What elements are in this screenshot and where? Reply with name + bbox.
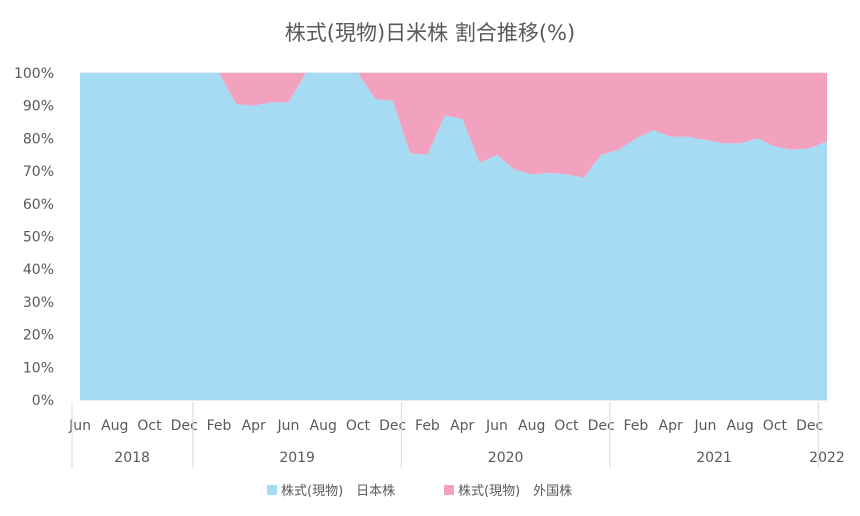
y-tick-label: 70% bbox=[23, 164, 54, 180]
x-tick-label: Aug bbox=[310, 418, 337, 434]
x-tick-label: Feb bbox=[415, 418, 440, 434]
x-tick-label: Feb bbox=[624, 418, 649, 434]
x-axis: Jun Aug Oct Dec Feb Apr Jun Aug Oct Dec Feb Apr Jun A… bbox=[68, 402, 845, 468]
x-year-label: 2018 bbox=[114, 450, 150, 466]
legend-label-japan: 株式(現物) 日本株 bbox=[281, 484, 395, 499]
y-tick-label: 90% bbox=[23, 99, 54, 115]
y-tick-label: 40% bbox=[23, 262, 54, 278]
x-tick-label: Apr bbox=[450, 418, 474, 434]
area-series-foreign bbox=[80, 73, 827, 178]
x-year-label: 2020 bbox=[488, 450, 524, 466]
x-tick-label: Jun bbox=[693, 418, 716, 434]
x-year-label: 2019 bbox=[279, 450, 315, 466]
x-tick-label: Oct bbox=[763, 418, 788, 434]
x-tick-label: Oct bbox=[346, 418, 371, 434]
y-tick-label: 100% bbox=[14, 66, 54, 82]
x-tick-label: Jun bbox=[277, 418, 300, 434]
y-tick-label: 30% bbox=[23, 295, 54, 311]
x-tick-label: Oct bbox=[554, 418, 579, 434]
x-tick-label: Dec bbox=[379, 418, 406, 434]
x-tick-label: Aug bbox=[726, 418, 753, 434]
legend: 株式(現物) 日本株 株式(現物) 外国株 bbox=[267, 484, 572, 499]
x-tick-label: Dec bbox=[171, 418, 198, 434]
y-tick-label: 20% bbox=[23, 328, 54, 344]
legend-label-foreign: 株式(現物) 外国株 bbox=[458, 484, 572, 499]
x-tick-label: Jun bbox=[68, 418, 91, 434]
x-tick-label: Aug bbox=[518, 418, 545, 434]
y-axis: 0% 10% 20% 30% 40% 50% 60% 70% 80% 90% 100% bbox=[14, 66, 54, 409]
y-tick-label: 0% bbox=[32, 393, 54, 409]
x-tick-label: Apr bbox=[242, 418, 266, 434]
legend-item-japan: 株式(現物) 日本株 bbox=[267, 484, 395, 499]
chart-title: 株式(現物)日米株 割合推移(%) bbox=[285, 21, 575, 45]
legend-item-foreign: 株式(現物) 外国株 bbox=[444, 484, 572, 499]
x-year-label: 2021 bbox=[696, 450, 732, 466]
area-series-japan bbox=[80, 73, 827, 400]
x-tick-label: Oct bbox=[137, 418, 162, 434]
legend-swatch-foreign bbox=[444, 485, 454, 495]
y-tick-label: 50% bbox=[23, 230, 54, 246]
area-layer bbox=[80, 73, 827, 400]
x-tick-label: Jun bbox=[485, 418, 508, 434]
x-tick-label: Feb bbox=[207, 418, 232, 434]
y-tick-label: 80% bbox=[23, 131, 54, 147]
x-tick-label: Apr bbox=[659, 418, 683, 434]
x-year-label: 2022 bbox=[809, 450, 845, 466]
y-tick-label: 60% bbox=[23, 197, 54, 213]
x-tick-label: Dec bbox=[588, 418, 615, 434]
x-tick-label: Dec bbox=[796, 418, 823, 434]
y-tick-label: 10% bbox=[23, 360, 54, 376]
x-tick-label: Aug bbox=[101, 418, 128, 434]
legend-swatch-japan bbox=[267, 485, 277, 495]
